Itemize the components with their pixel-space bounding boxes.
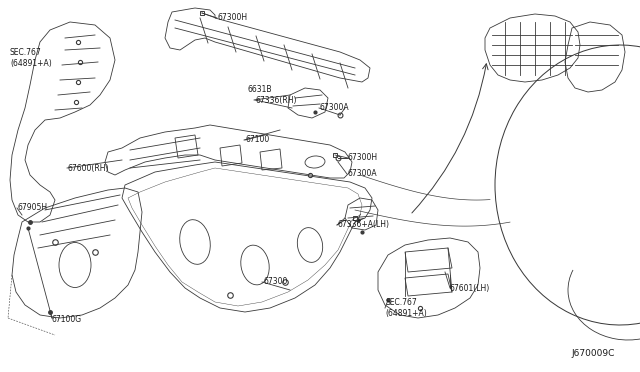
Text: 67300A: 67300A [320,103,349,112]
Text: SEC.767
(64891+A): SEC.767 (64891+A) [10,48,52,68]
Text: 67601(LH): 67601(LH) [450,283,490,292]
Text: SEC.767
(64891+A): SEC.767 (64891+A) [385,298,427,318]
Text: 67100: 67100 [245,135,269,144]
Text: 67100G: 67100G [52,315,82,324]
Text: J670009C: J670009C [572,349,615,358]
Text: 6631B: 6631B [248,86,273,94]
Text: 67600(RH): 67600(RH) [68,164,109,173]
Text: 67300H: 67300H [348,154,378,163]
Text: 67336+A(LH): 67336+A(LH) [338,221,390,230]
Text: 67300: 67300 [263,278,287,286]
Text: 67300H: 67300H [218,13,248,22]
Text: 67300A: 67300A [347,170,376,179]
Text: 67336(RH): 67336(RH) [255,96,296,105]
Text: 67905H: 67905H [18,203,48,212]
